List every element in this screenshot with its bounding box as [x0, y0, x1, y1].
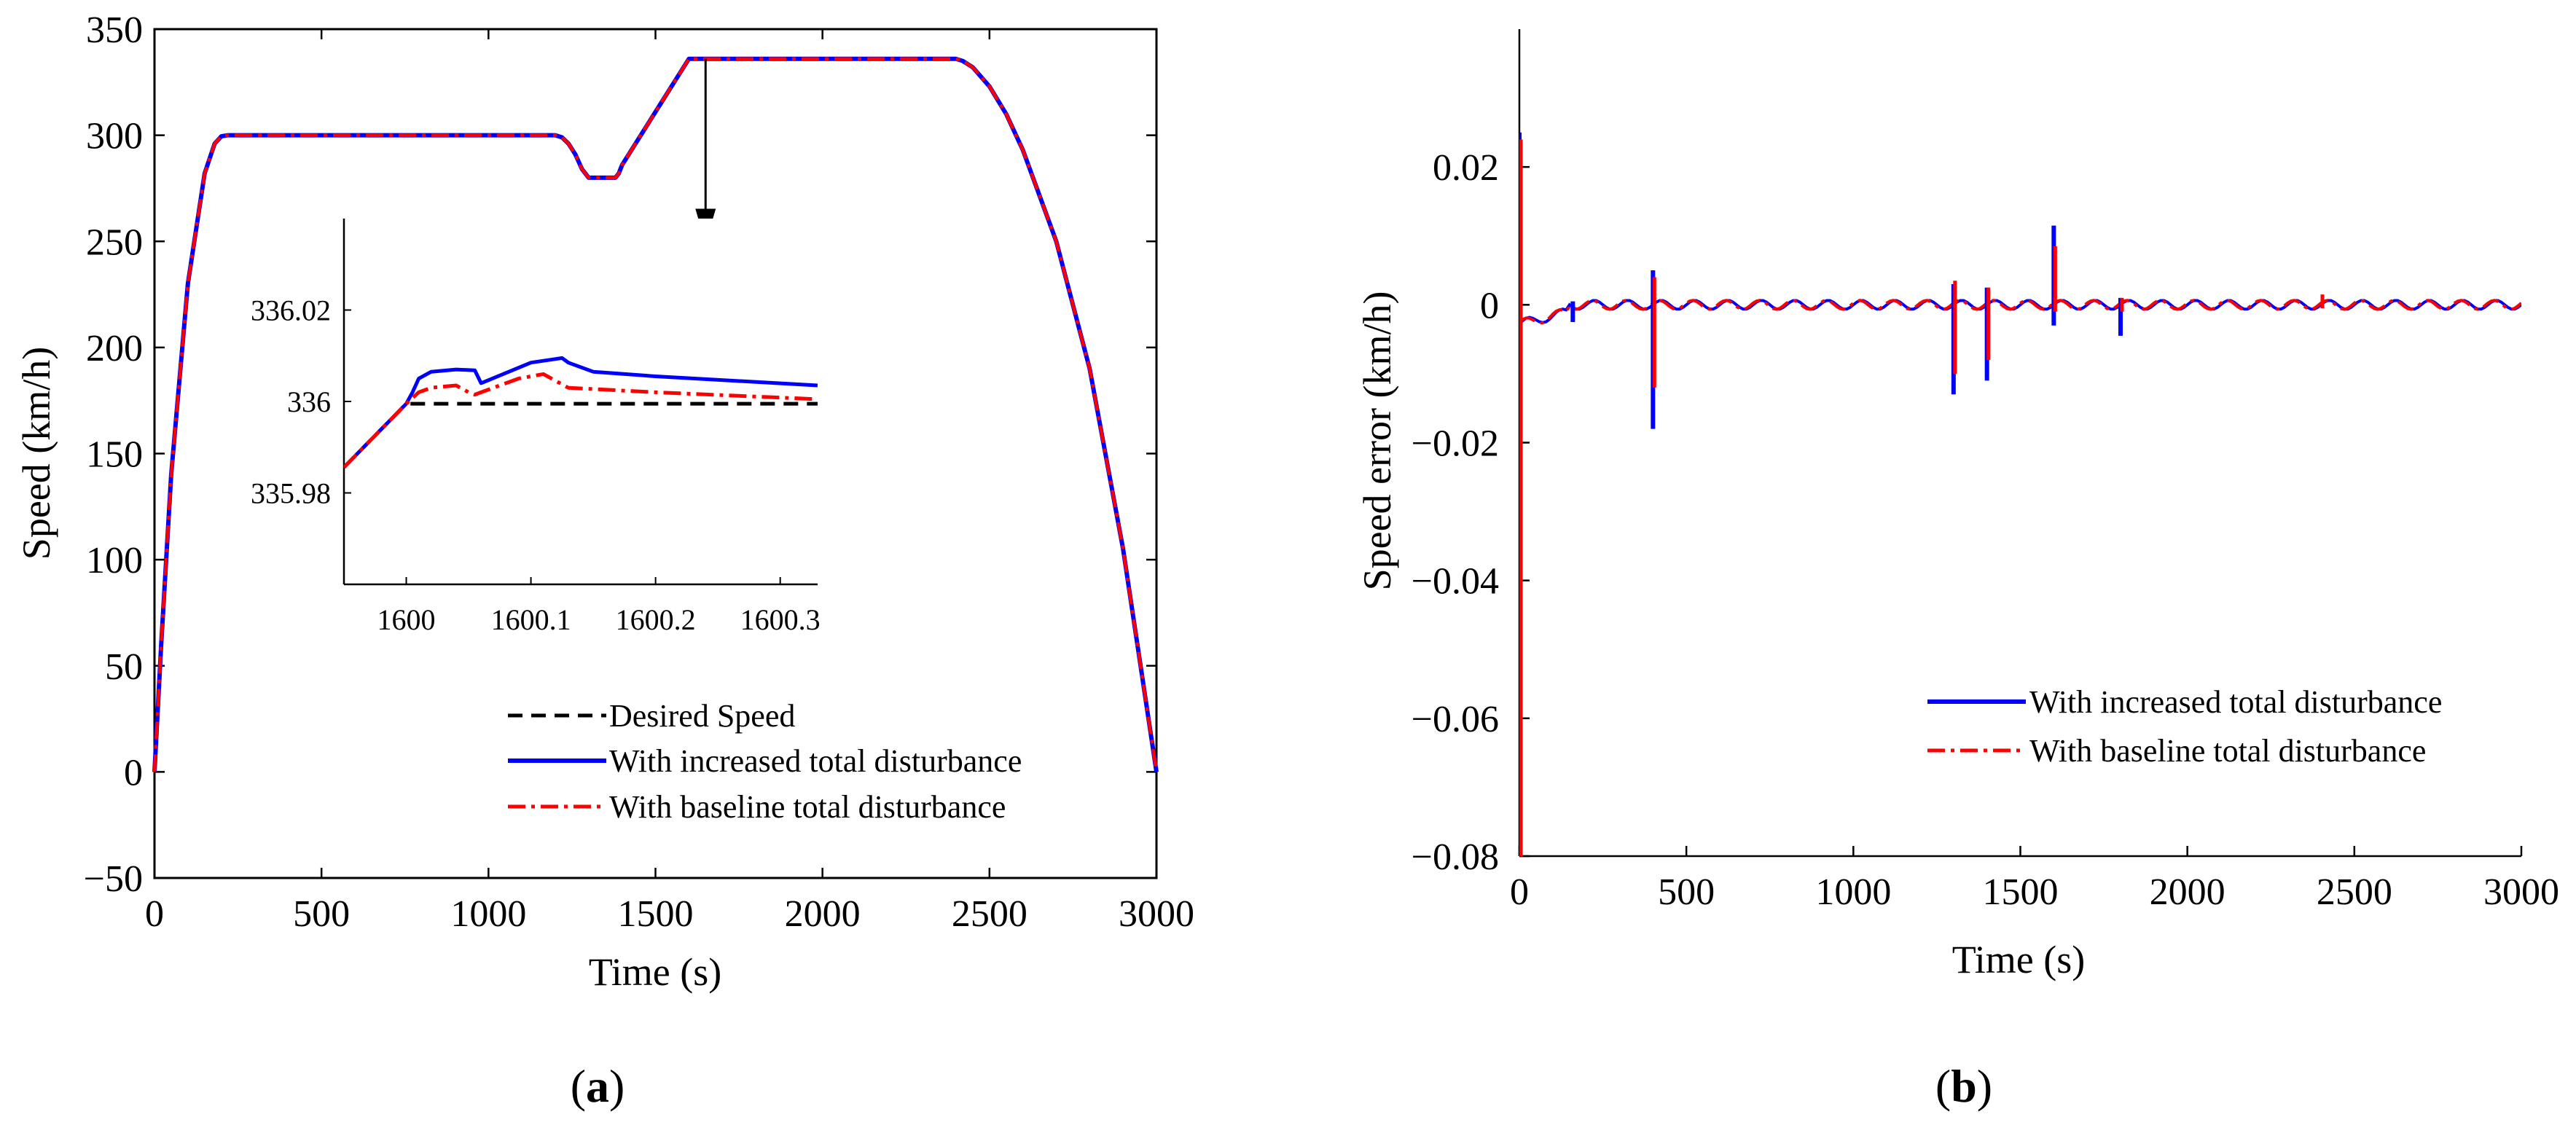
inset-series-line-2: [344, 372, 818, 469]
y-tick-label-b: −0.04: [1412, 561, 1499, 603]
series-a: [152, 56, 1159, 772]
speed-error-chart: 0 500 1000 1500 2000 2500 3000 −0.08 −0.06 −0.04 −…: [1355, 29, 2559, 1112]
x-tick-label-a: 1000: [450, 893, 526, 935]
x-tick-label-b: 2000: [2150, 871, 2225, 913]
y-tick-label-a: 100: [86, 540, 143, 581]
x-tick-label-b: 2500: [2317, 871, 2392, 913]
series-b: [1519, 132, 2521, 856]
y-tick-label-a: 50: [105, 646, 143, 688]
legend-a: Desired Speed With increased total distu…: [508, 698, 1022, 825]
y-tick-label-a: 200: [86, 328, 143, 369]
y-tick-label-b: −0.02: [1412, 423, 1499, 465]
y-tick-label-a: 250: [86, 221, 143, 263]
x-tick-label-a: 500: [293, 893, 350, 935]
legend-b-label-baseline: With baseline total disturbance: [2029, 733, 2426, 769]
y-tick-label-b: −0.08: [1412, 836, 1499, 878]
legend-a-label-desired: Desired Speed: [609, 698, 795, 734]
x-tick-label-b: 500: [1658, 871, 1715, 913]
y-tick-label-a: 300: [86, 116, 143, 157]
inset-y-tick-label: 335.98: [251, 477, 331, 510]
y-tick-label-b: 0.02: [1433, 147, 1499, 189]
ticks-a: 0 500 1000 1500 2000 2500 3000−500501001502002…: [84, 9, 1194, 935]
inset-x-tick-label: 1600.1: [491, 603, 571, 636]
inset-y-tick-label: 336.02: [251, 294, 331, 327]
x-tick-label-b: 1000: [1815, 871, 1891, 913]
x-tick-label-a: 2500: [952, 893, 1027, 935]
inset-x-tick-label: 1600.3: [740, 603, 821, 636]
x-axis-label-a: Time (s): [589, 950, 722, 994]
inset-ticks: 1600 1600.1 1600.2 1600.3 335.98 336 336.02: [251, 294, 821, 637]
x-tick-label-a: 2000: [785, 893, 861, 935]
y-tick-label-a: 350: [86, 9, 143, 51]
x-axis-label-b: Time (s): [1952, 938, 2086, 981]
x-tick-label-b: 0: [1510, 871, 1529, 913]
series-b-baseline-1: [1519, 299, 2521, 325]
inset-x-tick-label: 1600.2: [616, 603, 696, 636]
y-axis-label-b: Speed error (km/h): [1355, 291, 1399, 591]
y-axis-label-a: Speed (km/h): [15, 347, 58, 560]
caption-b: (b): [1935, 1060, 1992, 1112]
caption-a: (a): [571, 1060, 625, 1112]
legend-b: With increased total disturbance With ba…: [1927, 684, 2442, 769]
x-tick-label-a: 1500: [618, 893, 694, 935]
x-tick-label-a: 3000: [1119, 893, 1194, 935]
legend-b-label-increased: With increased total disturbance: [2029, 684, 2442, 720]
inset-series-line-1: [344, 356, 818, 469]
inset-y-tick-label: 336: [287, 385, 331, 418]
y-tick-label-a: −50: [84, 858, 143, 900]
series-b-baseline-0: [1519, 299, 2521, 326]
legend-a-label-baseline: With baseline total disturbance: [609, 789, 1006, 825]
x-tick-label-a: 0: [145, 893, 164, 935]
inset-x-tick-label: 1600: [377, 603, 436, 636]
ticks-b: 0 500 1000 1500 2000 2500 3000 −0.08 −0.06 −0.04 −…: [1412, 147, 2559, 913]
speed-chart: 0 500 1000 1500 2000 2500 3000−500501001502002…: [15, 9, 1194, 1112]
x-tick-label-b: 1500: [1983, 871, 2059, 913]
y-tick-label-b: −0.06: [1412, 699, 1499, 740]
series-a-line-1: [152, 57, 1159, 772]
y-tick-label-a: 0: [124, 752, 143, 793]
inset-series: [344, 356, 818, 469]
legend-a-label-increased: With increased total disturbance: [609, 743, 1022, 779]
inset-plot-area: [344, 219, 818, 584]
y-tick-label-b: 0: [1480, 285, 1499, 326]
x-tick-label-b: 3000: [2483, 871, 2559, 913]
inset-zoom: 1600 1600.1 1600.2 1600.3 335.98 336 336.02: [251, 219, 821, 636]
y-tick-label-a: 150: [86, 434, 143, 476]
